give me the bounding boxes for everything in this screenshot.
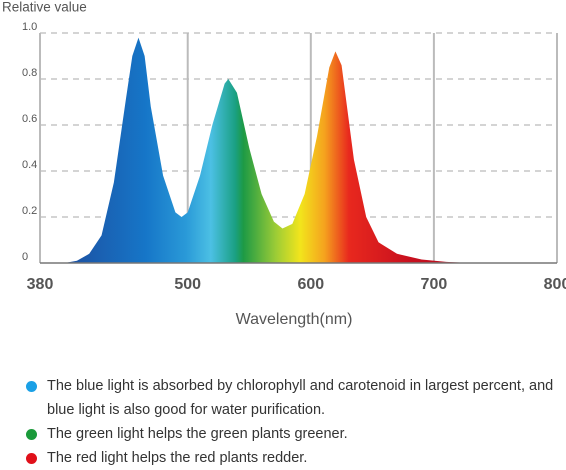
y-tick-label: 0 [22, 251, 28, 263]
spectrum-area [64, 37, 471, 263]
notes: The blue light is absorbed by chlorophyl… [22, 374, 566, 470]
x-tick-label: 700 [421, 276, 448, 293]
y-tick-label: 1.0 [22, 21, 37, 33]
x-axis-title: Wavelength(nm) [236, 311, 353, 328]
note: The red light helps the red plants redde… [22, 446, 566, 470]
note-text: The red light helps the red plants redde… [47, 450, 308, 466]
y-tick-label: 0.2 [22, 205, 37, 217]
note-dot [26, 381, 37, 392]
chart: Relative value Wavelength(nm) 0 0.2 0.4 0.6… [2, 0, 566, 328]
y-tick-label: 0.8 [22, 67, 37, 79]
y-axis-title: Relative value [2, 0, 87, 15]
x-tick-label: 800 [544, 276, 566, 293]
note-dot [26, 453, 37, 464]
y-tick-label: 0.6 [22, 113, 37, 125]
note-dot [26, 429, 37, 440]
note: The blue light is absorbed by chlorophyl… [22, 374, 566, 422]
note-text: The blue light is absorbed by chlorophyl… [47, 378, 554, 418]
note-text: The green light helps the green plants g… [47, 426, 348, 442]
y-tick-label: 0.4 [22, 159, 37, 171]
x-tick-label: 380 [27, 276, 54, 293]
x-tick-label: 600 [297, 276, 324, 293]
x-tick-label: 500 [174, 276, 201, 293]
note: The green light helps the green plants g… [22, 422, 566, 446]
